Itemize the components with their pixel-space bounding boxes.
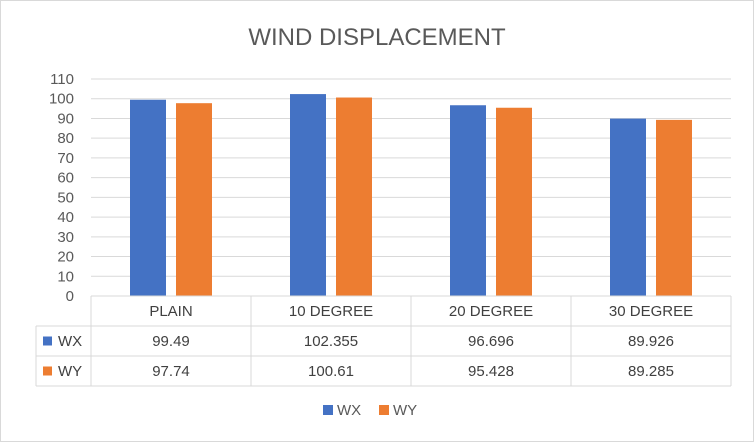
category-label: 20 DEGREE <box>449 303 533 320</box>
series-name: WX <box>58 333 82 350</box>
legend-label: WX <box>337 402 361 419</box>
legend-key-wy <box>43 366 52 376</box>
data-label: 99.49 <box>152 333 190 350</box>
y-tick-label: 50 <box>57 189 74 206</box>
bar-wx <box>610 118 646 296</box>
y-tick-label: 70 <box>57 150 74 167</box>
chart-title: WIND DISPLACEMENT <box>248 24 506 51</box>
series-name: WY <box>58 363 82 380</box>
y-tick-label: 100 <box>49 91 74 108</box>
data-table: PLAIN 10 DEGREE 20 DEGREE 30 DEGREE WX 99.49 1… <box>35 295 732 387</box>
bar-wx <box>130 99 166 296</box>
bar-wy <box>176 103 212 296</box>
bar-wy <box>336 97 372 296</box>
bar-wx <box>450 105 486 296</box>
bars <box>130 94 692 296</box>
y-tick-label: 60 <box>57 170 74 187</box>
data-label: 95.428 <box>468 363 514 380</box>
bar-wy <box>656 119 692 296</box>
y-tick-label: 90 <box>57 110 74 127</box>
y-tick-label: 20 <box>57 249 74 266</box>
category-label: PLAIN <box>149 303 192 320</box>
y-tick-label: 0 <box>66 288 74 305</box>
y-tick-label: 10 <box>57 268 74 285</box>
legend-swatch-wy <box>379 405 389 415</box>
bar-wy <box>496 107 532 296</box>
y-tick-label: 40 <box>57 209 74 226</box>
y-axis-ticks: 0 10 20 30 40 50 60 70 80 90 100 110 <box>49 71 74 305</box>
y-tick-label: 80 <box>57 130 74 147</box>
category-label: 30 DEGREE <box>609 303 693 320</box>
legend-key-wx <box>43 336 52 346</box>
y-tick-label: 30 <box>57 229 74 246</box>
legend-label: WY <box>393 402 417 419</box>
data-label: 89.285 <box>628 363 674 380</box>
bar-wx <box>290 94 326 296</box>
data-label: 89.926 <box>628 333 674 350</box>
data-label: 97.74 <box>152 363 190 380</box>
data-label: 102.355 <box>304 333 358 350</box>
legend: WX WY <box>323 402 417 419</box>
y-tick-label: 110 <box>50 71 74 88</box>
data-label: 100.61 <box>308 363 354 380</box>
legend-swatch-wx <box>323 405 333 415</box>
category-label: 10 DEGREE <box>289 303 373 320</box>
data-label: 96.696 <box>468 333 514 350</box>
